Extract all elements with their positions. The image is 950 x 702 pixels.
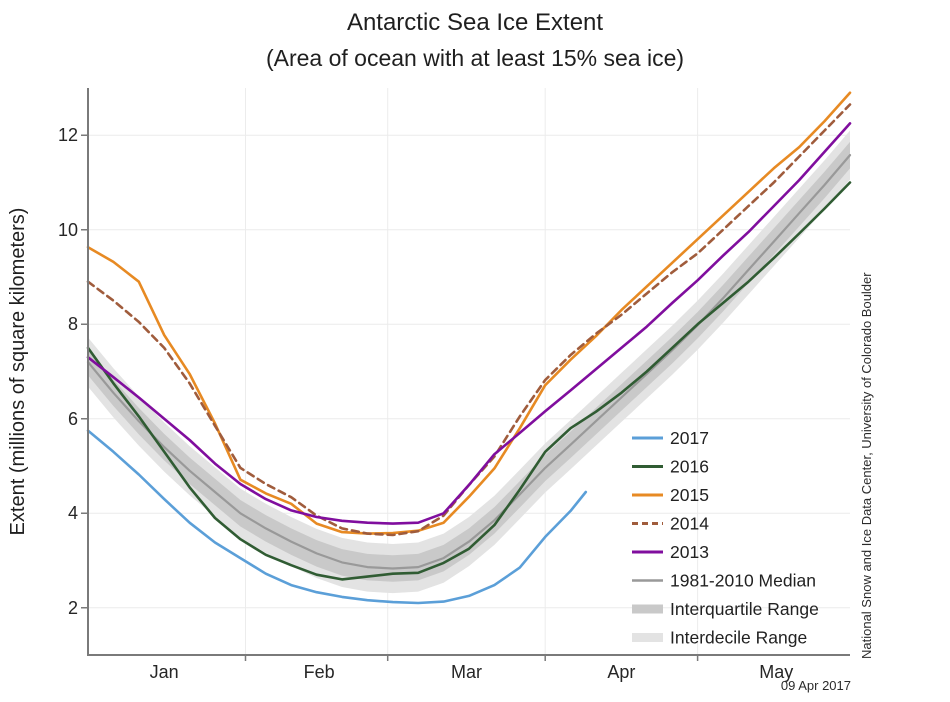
chart-subtitle: (Area of ocean with at least 15% sea ice…: [266, 45, 684, 71]
legend-swatch-interdecile-range: [632, 633, 663, 642]
legend-item-2013: 2013: [632, 542, 709, 562]
axes: [81, 88, 850, 661]
legend-label-2015: 2015: [670, 485, 709, 505]
y-tick-2: 2: [68, 598, 78, 618]
legend-item-2016: 2016: [632, 457, 709, 477]
legend-label-2016: 2016: [670, 457, 709, 477]
legend-item-2015: 2015: [632, 485, 709, 505]
legend-item-2014: 2014: [632, 514, 709, 534]
month-label-apr: Apr: [607, 662, 635, 682]
month-label-jan: Jan: [150, 662, 179, 682]
legend: 2017 2016 2015 2014 2013 1981-2010 Media…: [632, 428, 819, 648]
attribution-text: National Snow and Ice Data Center, Unive…: [859, 272, 874, 659]
legend-swatch-interquartile-range: [632, 604, 663, 614]
legend-item-interquartile-range: Interquartile Range: [632, 599, 819, 619]
band-interdecile-range: [88, 130, 850, 594]
month-label-mar: Mar: [451, 662, 482, 682]
band-interquartile-range: [88, 141, 850, 582]
series-line-2013: [86, 122, 852, 525]
legend-item-2017: 2017: [632, 428, 709, 448]
y-axis-title: Extent (millions of square kilometers): [7, 208, 29, 536]
legend-item-median: 1981-2010 Median: [632, 571, 816, 591]
legend-item-interdecile-range: Interdecile Range: [632, 628, 807, 648]
month-label-feb: Feb: [304, 662, 335, 682]
legend-label-median: 1981-2010 Median: [670, 571, 816, 591]
chart-title: Antarctic Sea Ice Extent: [347, 9, 603, 36]
series-line-2017: [86, 429, 588, 605]
x-axis-month-labels: Jan Feb Mar Apr May: [150, 662, 794, 682]
series-line-1981-2010-median: [86, 154, 852, 570]
month-label-may: May: [759, 662, 793, 682]
series-line-2016: [86, 181, 852, 581]
y-tick-6: 6: [68, 409, 78, 429]
legend-label-interquartile-range: Interquartile Range: [670, 599, 819, 619]
range-bands: [88, 130, 850, 594]
data-series-lines: [86, 91, 852, 605]
legend-label-2014: 2014: [670, 514, 709, 534]
plot-date-label: 09 Apr 2017: [781, 678, 851, 693]
legend-label-interdecile-range: Interdecile Range: [670, 628, 807, 648]
y-tick-12: 12: [58, 125, 78, 145]
y-tick-8: 8: [68, 314, 78, 334]
legend-label-2013: 2013: [670, 542, 709, 562]
y-tick-10: 10: [58, 220, 78, 240]
y-tick-4: 4: [68, 503, 78, 523]
y-axis-tick-labels: 2 4 6 8 10 12: [58, 125, 78, 618]
legend-label-2017: 2017: [670, 428, 709, 448]
